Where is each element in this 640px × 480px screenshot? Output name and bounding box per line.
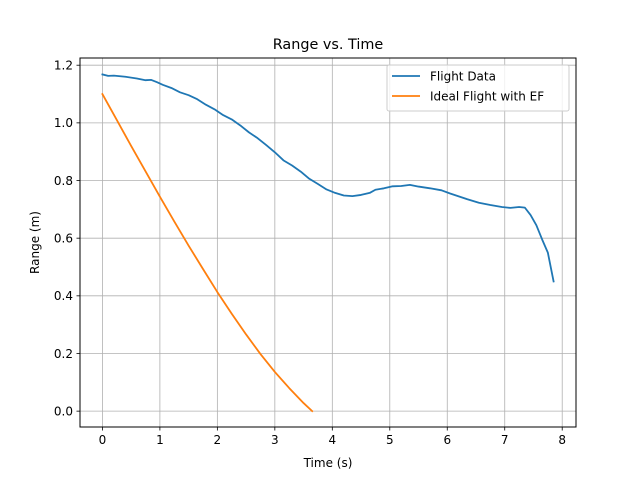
x-tick-label: 7	[501, 433, 509, 447]
y-tick-label: 0.4	[54, 289, 73, 303]
y-tick-label: 1.0	[54, 116, 73, 130]
x-tick-label: 1	[156, 433, 164, 447]
legend-box	[386, 64, 570, 112]
x-tick-label: 4	[328, 433, 336, 447]
y-axis: 0.0 0.2 0.4 0.6 0.8 1.0 1.2	[54, 59, 80, 418]
y-tick-label: 0.8	[54, 174, 73, 188]
legend-label: Flight Data	[430, 70, 496, 84]
x-tick-label: 6	[443, 433, 451, 447]
legend: Flight Data Ideal Flight with EF	[386, 64, 570, 112]
y-tick-label: 0.0	[54, 404, 73, 418]
chart-title: Range vs. Time	[273, 37, 384, 53]
x-tick-label: 8	[558, 433, 566, 447]
legend-label: Ideal Flight with EF	[430, 90, 544, 104]
x-tick-label: 2	[214, 433, 222, 447]
series-line-flight-data	[101, 73, 555, 283]
x-tick-label: 3	[271, 433, 279, 447]
series-group	[101, 73, 555, 413]
x-tick-label: 5	[386, 433, 394, 447]
x-axis: 0 1 2 3 4 5 6 7 8	[99, 427, 566, 447]
y-tick-label: 0.2	[54, 347, 73, 361]
x-axis-label: Time (s)	[303, 456, 353, 470]
y-tick-label: 0.6	[54, 231, 73, 245]
y-tick-label: 1.2	[54, 59, 73, 73]
y-axis-label: Range (m)	[28, 211, 42, 274]
plot-frame	[79, 57, 577, 428]
plot-area	[80, 58, 576, 427]
x-tick-label: 0	[99, 433, 107, 447]
grid	[80, 58, 576, 427]
series-line-ideal-flight-with-ef	[101, 92, 314, 413]
